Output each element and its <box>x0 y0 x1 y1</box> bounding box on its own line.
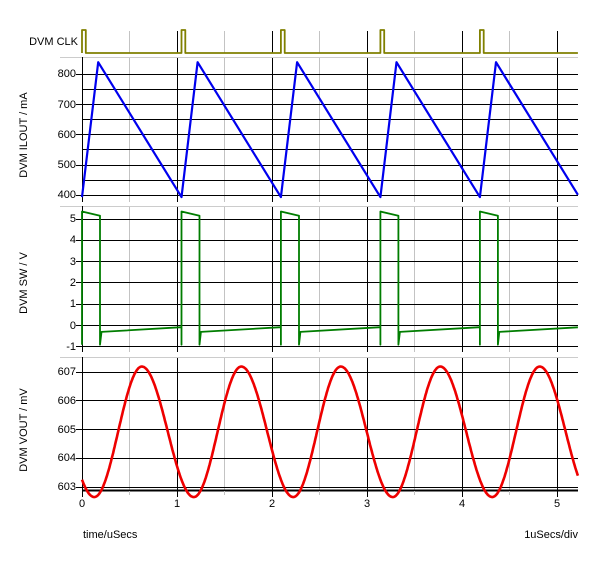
ilout-y-tick-label: 800 <box>57 68 76 81</box>
sw-y-tick-label: 3 <box>69 255 76 268</box>
vout-y-tick-label: 606 <box>57 394 76 407</box>
ilout-y-tick-label: 400 <box>57 189 76 202</box>
ilout-y-tick-label: 600 <box>57 128 76 141</box>
ilout-y-tick-label: 700 <box>57 98 76 111</box>
x-tick-label: 0 <box>78 498 86 510</box>
vout-axis-label: DVM VOUT / mV <box>18 388 30 472</box>
sw-y-tick-label: 4 <box>69 234 76 247</box>
ilout-y-tick-label: 500 <box>57 159 76 172</box>
x-axis-title: time/uSecs <box>83 529 138 541</box>
x-tick-label: 5 <box>553 498 561 510</box>
ilout-axis-label: DVM ILOUT / mA <box>18 92 30 178</box>
sw-y-tick-label: 5 <box>69 213 76 225</box>
x-tick-label: 2 <box>268 498 276 510</box>
sw-y-tick-label: 0 <box>69 319 76 332</box>
clk-trace-label: DVM CLK <box>29 36 78 48</box>
x-tick-label: 4 <box>458 498 466 510</box>
vout-y-tick-label: 603 <box>57 481 76 494</box>
vout-y-tick-label: 605 <box>57 423 76 436</box>
x-scale-per-div-label: 1uSecs/div <box>524 529 578 541</box>
vout-y-tick-label: 607 <box>57 366 76 379</box>
x-tick-label: 3 <box>363 498 371 510</box>
sw-y-tick-label: 1 <box>69 298 76 311</box>
x-tick-label: 1 <box>173 498 181 510</box>
sw-y-tick-label: 2 <box>69 276 76 289</box>
vout-y-tick-label: 604 <box>57 452 76 465</box>
sw-axis-label: DVM SW / V <box>18 252 30 314</box>
sw-y-tick-label: -1 <box>66 340 76 353</box>
